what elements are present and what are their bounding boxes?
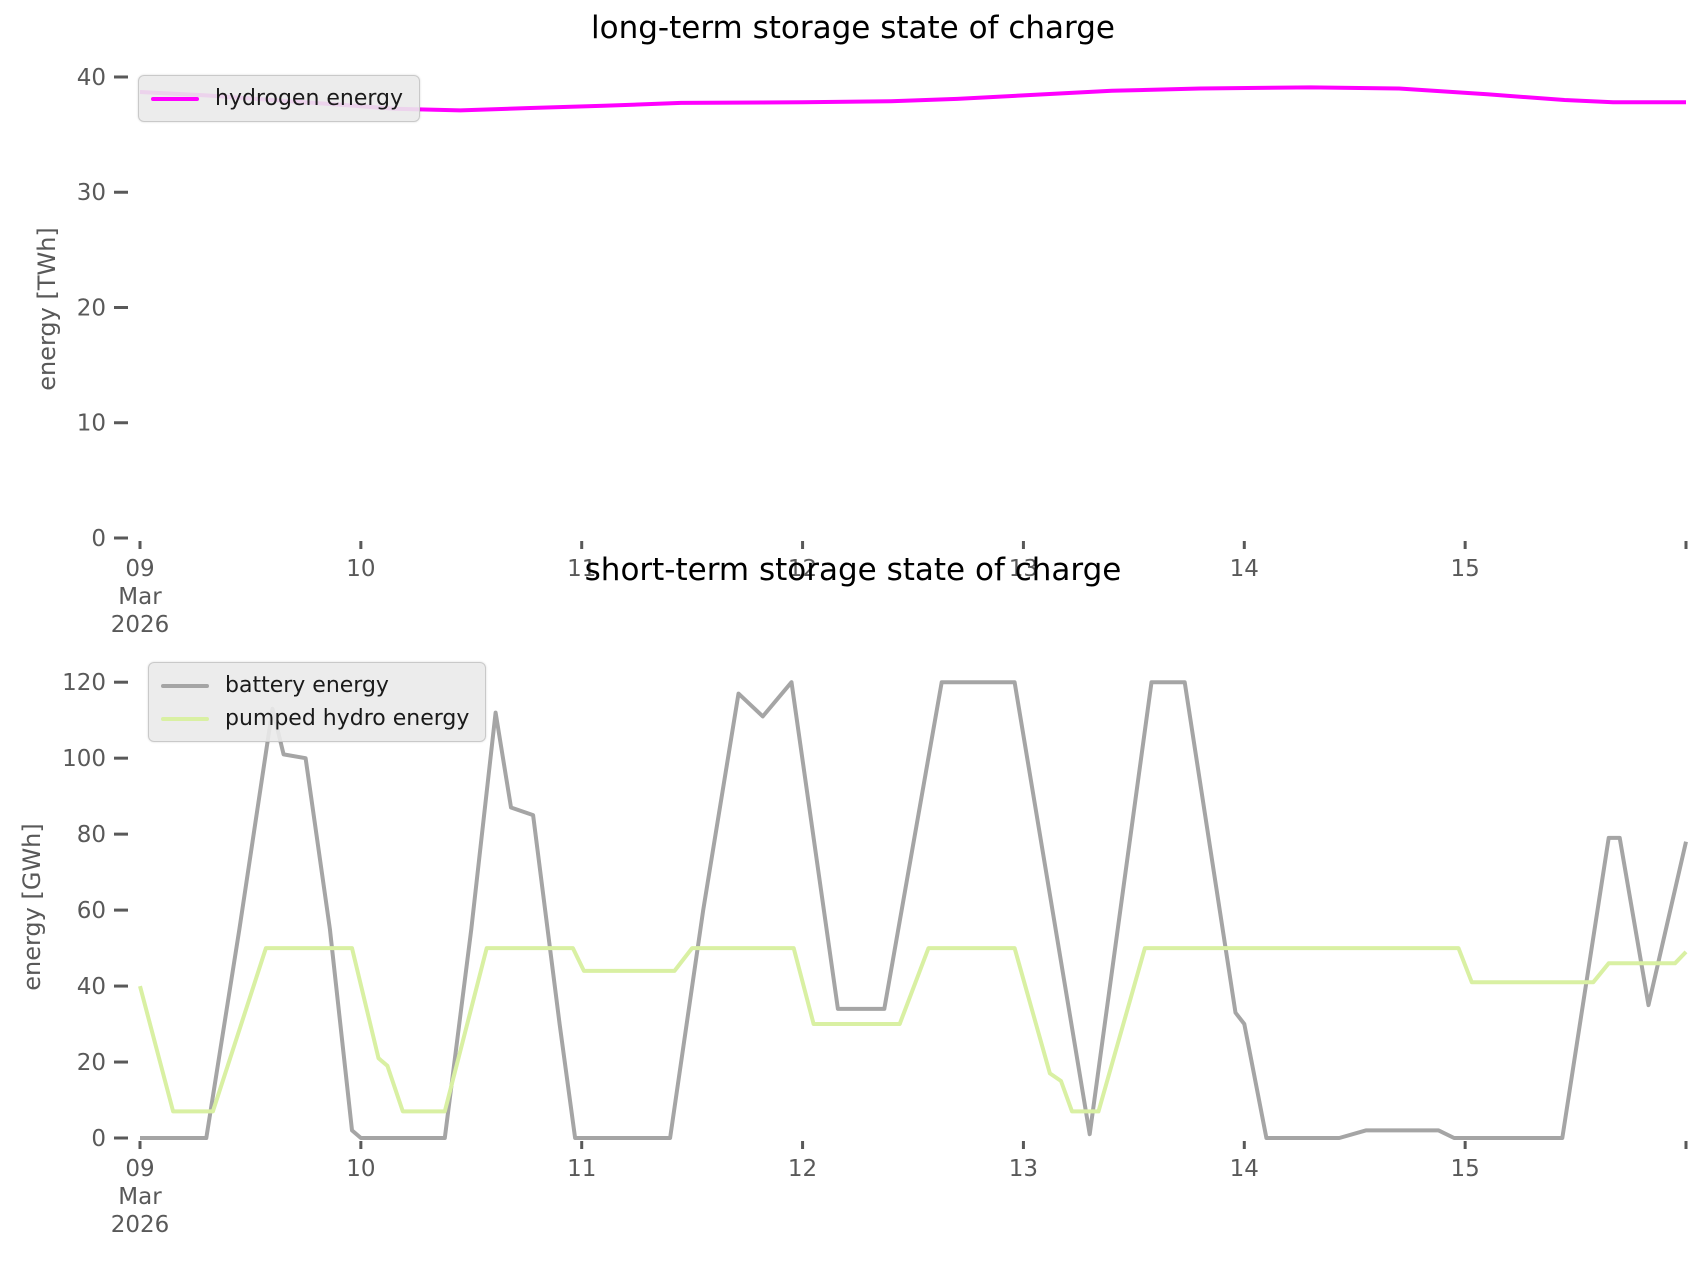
battery-energy-line (140, 680, 1688, 1140)
legend-line-swatch (161, 683, 209, 688)
legend-label: pumped hydro energy (225, 706, 470, 731)
y-tick-label: 120 (62, 670, 106, 696)
legend-label: hydrogen energy (215, 86, 404, 111)
x-tick-label: 09 (125, 556, 154, 582)
legend-line-swatch (151, 96, 199, 101)
x-tick-label: 11 (567, 1156, 596, 1182)
x-tick-sublabel: 2026 (111, 1212, 170, 1238)
x-tick-label: 13 (1009, 556, 1038, 582)
y-tick-label: 0 (91, 1126, 106, 1152)
legend-long-term: hydrogen energy (138, 75, 421, 122)
legend-line-swatch (161, 716, 209, 721)
y-tick-label: 40 (77, 65, 106, 91)
y-tick-label: 100 (62, 746, 106, 772)
x-tick-label: 12 (788, 1156, 817, 1182)
y-tick-label: 20 (77, 1050, 106, 1076)
x-tick-label: 14 (1230, 1156, 1259, 1182)
pumped-hydro-energy-line (138, 946, 1688, 1114)
legend-entry: battery energy (161, 669, 469, 702)
x-tick-label: 11 (567, 556, 596, 582)
x-tick-label: 15 (1451, 1156, 1480, 1182)
y-tick-label: 40 (77, 974, 106, 1000)
x-tick-label: 09 (125, 1156, 154, 1182)
legend-entry: pumped hydro energy (161, 702, 469, 735)
y-tick-label: 80 (77, 822, 106, 848)
y-tick-label: 60 (77, 898, 106, 924)
x-tick-label: 15 (1451, 556, 1480, 582)
legend-short-term: battery energy pumped hydro energy (148, 662, 487, 742)
y-tick-label: 20 (77, 295, 106, 321)
legend-entry: hydrogen energy (151, 82, 403, 115)
x-tick-sublabel: Mar (118, 1184, 162, 1210)
x-tick-label: 14 (1230, 556, 1259, 582)
x-tick-sublabel: Mar (118, 584, 162, 610)
x-tick-label: 13 (1009, 1156, 1038, 1182)
x-tick-label: 10 (346, 556, 375, 582)
chart-title-long-term: long-term storage state of charge (591, 10, 1115, 46)
legend-label: battery energy (225, 673, 389, 698)
x-tick-label: 10 (346, 1156, 375, 1182)
y-tick-label: 10 (77, 411, 106, 437)
y-tick-label: 0 (91, 526, 106, 552)
x-tick-sublabel: 2026 (111, 612, 170, 638)
x-tick-label: 12 (788, 556, 817, 582)
y-tick-label: 30 (77, 180, 106, 206)
chart-title-short-term: short-term storage state of charge (584, 552, 1122, 588)
